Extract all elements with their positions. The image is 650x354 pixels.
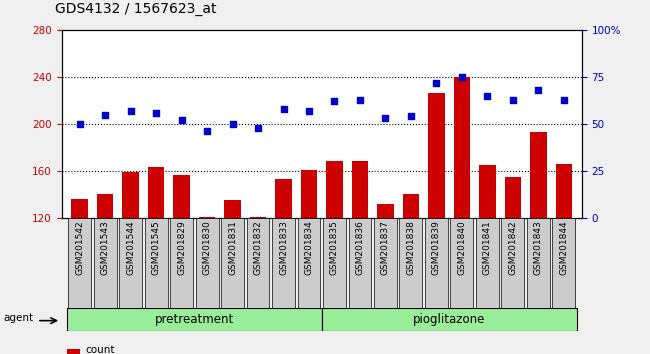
Bar — [348, 218, 371, 308]
Point — [380, 115, 391, 121]
Text: GSM201833: GSM201833 — [279, 221, 288, 275]
Bar — [450, 218, 473, 308]
Point — [559, 97, 569, 102]
Bar — [119, 218, 142, 308]
Bar — [527, 218, 550, 308]
Point — [482, 93, 493, 98]
Bar — [374, 218, 397, 308]
Bar — [377, 204, 394, 218]
Point — [125, 108, 136, 114]
Point — [406, 114, 416, 119]
Bar — [67, 308, 322, 331]
Text: GSM201837: GSM201837 — [381, 221, 390, 275]
Bar — [403, 194, 419, 218]
Text: GSM201835: GSM201835 — [330, 221, 339, 275]
Point — [508, 97, 518, 102]
Point — [304, 108, 314, 114]
Text: GSM201542: GSM201542 — [75, 221, 84, 275]
Bar — [326, 161, 343, 218]
Point — [100, 112, 110, 117]
Bar — [530, 132, 547, 218]
Text: GSM201841: GSM201841 — [483, 221, 492, 275]
Bar — [221, 218, 244, 308]
Point — [74, 121, 85, 127]
Bar — [501, 218, 525, 308]
Text: GSM201831: GSM201831 — [228, 221, 237, 275]
Bar — [298, 218, 320, 308]
Bar — [428, 93, 445, 218]
Point — [278, 106, 289, 112]
Text: GSM201842: GSM201842 — [508, 221, 517, 275]
Bar — [170, 218, 193, 308]
Point — [431, 80, 441, 85]
Point — [176, 117, 187, 123]
Text: GSM201829: GSM201829 — [177, 221, 186, 275]
Text: pioglitazone: pioglitazone — [413, 313, 486, 326]
Text: GSM201844: GSM201844 — [560, 221, 568, 275]
Text: GSM201543: GSM201543 — [101, 221, 110, 275]
Bar — [67, 349, 80, 354]
Bar — [148, 167, 164, 218]
Bar — [275, 179, 292, 218]
Bar — [224, 200, 240, 218]
Bar — [556, 164, 572, 218]
Bar — [272, 218, 295, 308]
Text: GSM201836: GSM201836 — [356, 221, 365, 275]
Text: GSM201834: GSM201834 — [304, 221, 313, 275]
Text: GSM201545: GSM201545 — [151, 221, 161, 275]
Bar — [246, 218, 270, 308]
Text: GSM201544: GSM201544 — [126, 221, 135, 275]
Point — [151, 110, 161, 115]
Point — [202, 129, 213, 134]
Point — [227, 121, 238, 127]
Bar — [476, 218, 499, 308]
Bar — [504, 177, 521, 218]
Text: GSM201830: GSM201830 — [203, 221, 211, 275]
Text: count: count — [85, 345, 114, 354]
Bar — [97, 194, 113, 218]
Bar — [144, 218, 168, 308]
Bar — [323, 218, 346, 308]
Bar — [250, 217, 266, 218]
Bar — [68, 218, 91, 308]
Bar — [479, 165, 496, 218]
Text: GSM201840: GSM201840 — [458, 221, 467, 275]
Point — [355, 97, 365, 102]
Bar — [94, 218, 116, 308]
Point — [533, 87, 543, 93]
Bar — [322, 308, 577, 331]
Bar — [174, 176, 190, 218]
Bar — [425, 218, 448, 308]
Text: agent: agent — [3, 313, 33, 323]
Bar — [122, 172, 139, 218]
Text: GSM201832: GSM201832 — [254, 221, 263, 275]
Bar — [400, 218, 422, 308]
Point — [330, 98, 340, 104]
Bar — [454, 77, 470, 218]
Bar — [72, 199, 88, 218]
Text: pretreatment: pretreatment — [155, 313, 234, 326]
Bar — [196, 218, 218, 308]
Point — [457, 74, 467, 80]
Text: GSM201843: GSM201843 — [534, 221, 543, 275]
Bar — [552, 218, 575, 308]
Text: GSM201839: GSM201839 — [432, 221, 441, 275]
Bar — [352, 161, 369, 218]
Point — [253, 125, 263, 131]
Text: GDS4132 / 1567623_at: GDS4132 / 1567623_at — [55, 2, 216, 16]
Text: GSM201838: GSM201838 — [406, 221, 415, 275]
Bar — [199, 217, 215, 218]
Bar — [301, 170, 317, 218]
